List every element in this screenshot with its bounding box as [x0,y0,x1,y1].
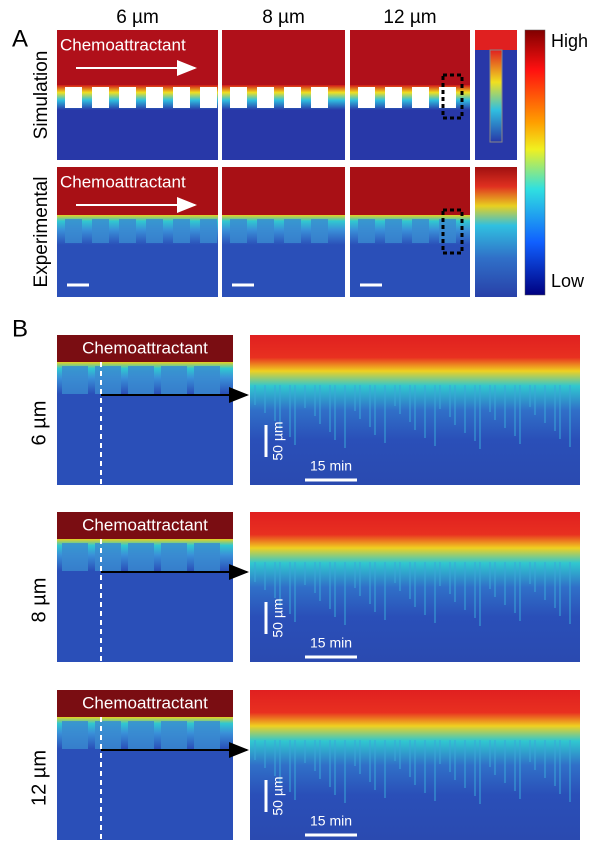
colorbar-high: High [551,31,588,51]
sim-source [350,30,470,85]
exp-sink [57,245,218,297]
device-pillar [128,721,154,749]
exp-sink [222,245,345,297]
device-pillar [62,721,88,749]
sim-sink [57,110,218,160]
zoom-box [441,73,464,120]
device-pillar [194,366,220,394]
row-label: Experimental [31,177,52,288]
sim-pillar [146,87,163,108]
sim-pillar [385,87,402,108]
sim-pillar [173,87,190,108]
exp-pillar [257,219,274,243]
sim-pillar [200,87,217,108]
exp-pillar [173,219,190,243]
annotation: Chemoattractant [82,515,208,534]
exp-pillar [311,219,328,243]
device-pillar [194,721,220,749]
exp-pillar [230,219,247,243]
column-header: 8 µm [262,7,305,28]
sim-pillar [412,87,429,108]
panel-label: B [12,315,28,342]
inset-sim-top [475,30,517,50]
exp-pillar [119,219,136,243]
exp-pillar [65,219,82,243]
sim-pillar [311,87,328,108]
sim-source [222,30,345,85]
scale-label: 50 µm [270,598,286,637]
panel-label: A [12,25,28,52]
device-pillar [95,543,121,571]
device-pillar [62,543,88,571]
row-label: 8 µm [28,578,50,623]
exp-pillar [146,219,163,243]
sim-pillar [257,87,274,108]
scale-label: 50 µm [270,421,286,460]
inset-exp [475,167,517,297]
colorbar-low: Low [551,271,585,291]
sim-pillar [230,87,247,108]
colorbar [524,29,546,296]
exp-channels [57,215,218,245]
annotation: Chemoattractant [60,172,186,191]
row-label: 12 µm [28,750,50,806]
exp-pillar [92,219,109,243]
source-header [57,335,233,362]
exp-pillar [412,219,429,243]
annotation: Chemoattractant [60,35,186,54]
row-label: Simulation [31,51,52,140]
exp-pillar [284,219,301,243]
device-pillar [194,543,220,571]
scale-label: 15 min [310,635,352,651]
sim-pillar [65,87,82,108]
zoom-box [441,208,464,255]
exp-pillar [385,219,402,243]
column-header: 12 µm [383,7,436,28]
scale-label: 15 min [310,813,352,829]
device-pillar [62,366,88,394]
exp-source [350,167,470,215]
device-pillar [95,721,121,749]
sim-pillar [284,87,301,108]
sim-channels [57,85,218,110]
source-header [57,690,233,717]
device-pillar [161,366,187,394]
device-pillar [95,366,121,394]
sim-sink [222,110,345,160]
exp-source [222,167,345,215]
annotation: Chemoattractant [82,338,208,357]
device-pillar [161,543,187,571]
exp-pillar [200,219,217,243]
exp-pillar [358,219,375,243]
device-pillar [128,543,154,571]
sim-pillar [92,87,109,108]
inset-sim-channel [489,49,503,143]
device-pillar [128,366,154,394]
row-label: 6 µm [28,401,50,446]
scale-label: 50 µm [270,776,286,815]
annotation: Chemoattractant [82,693,208,712]
sim-pillar [119,87,136,108]
column-header: 6 µm [116,7,159,28]
device-pillar [161,721,187,749]
scale-label: 15 min [310,458,352,474]
source-header [57,512,233,539]
sim-pillar [358,87,375,108]
